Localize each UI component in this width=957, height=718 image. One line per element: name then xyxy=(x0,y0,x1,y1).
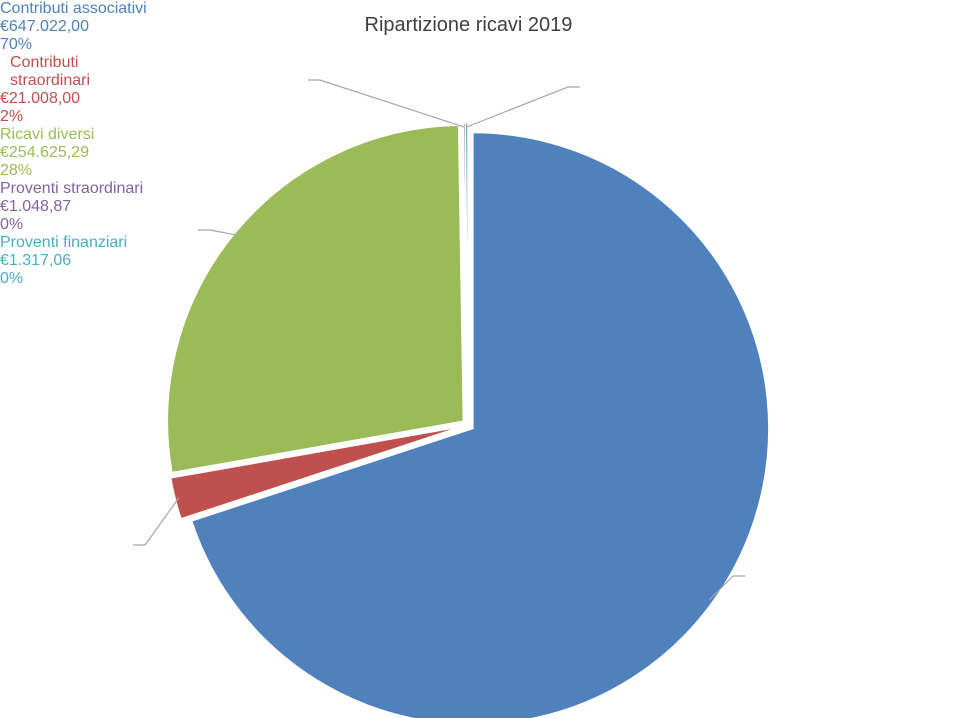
pie-slice xyxy=(169,425,463,520)
label-percent: 70% xyxy=(0,36,33,53)
label-category: Proventi straordinari xyxy=(0,180,144,197)
label-percent: 2% xyxy=(0,108,24,125)
data-label: Proventi straordinari €1.048,87 0% xyxy=(0,180,220,234)
label-percent: 0% xyxy=(0,216,24,233)
label-category: Contributi straordinari xyxy=(10,54,91,89)
label-value: €647.022,00 xyxy=(0,18,89,35)
leader-line xyxy=(466,86,580,128)
label-percent: 28% xyxy=(0,162,33,179)
label-category: Contributi associativi xyxy=(0,0,147,17)
data-label: Proventi finanziari €1.317,06 0% xyxy=(0,234,200,288)
data-label: Contributi associativi €647.022,00 70% xyxy=(0,0,220,54)
label-value: €21.008,00 xyxy=(0,90,81,107)
leader-line xyxy=(708,575,745,601)
leader-line xyxy=(133,497,180,546)
chart-title: Ripartizione ricavi 2019 xyxy=(364,14,573,36)
pie-slice xyxy=(166,124,465,474)
leader-line xyxy=(198,229,239,236)
label-value: €254.625,29 xyxy=(0,144,89,161)
label-percent: 0% xyxy=(0,270,24,287)
data-label: Ricavi diversi €254.625,29 28% xyxy=(0,126,160,180)
pie-slice xyxy=(190,131,770,718)
label-category: Ricavi diversi xyxy=(0,126,95,143)
label-value: €1.048,87 xyxy=(0,198,72,215)
pie-slice xyxy=(464,122,469,420)
leader-line xyxy=(308,79,465,128)
data-label: Contributi straordinari €21.008,00 2% xyxy=(0,54,130,126)
label-category: Proventi finanziari xyxy=(0,234,128,251)
label-value: €1.317,06 xyxy=(0,252,72,269)
